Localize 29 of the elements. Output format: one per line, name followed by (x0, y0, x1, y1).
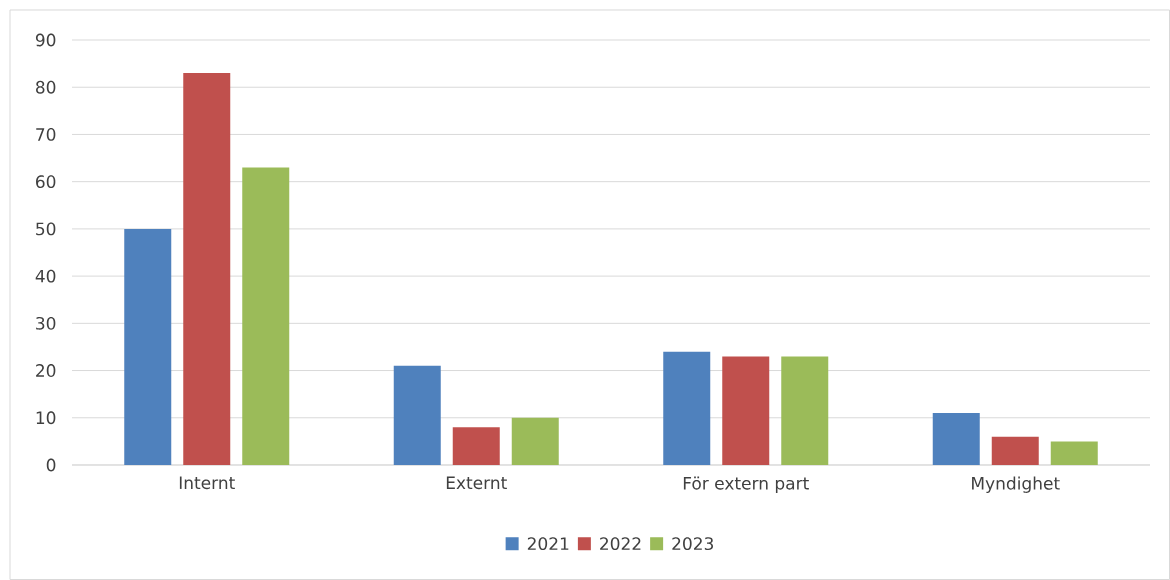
y-tick-label: 30 (36, 316, 56, 330)
legend-label: 2021 (527, 537, 569, 551)
legend-label: 2022 (600, 537, 641, 551)
y-tick-label: 10 (36, 411, 56, 425)
x-tick-label: Myndighet (972, 476, 1060, 493)
bar (722, 356, 770, 465)
bar (124, 228, 172, 465)
x-tick-label: För extern part (683, 476, 809, 493)
y-tick-label: 80 (36, 80, 56, 94)
bar (991, 436, 1039, 465)
bar (1050, 441, 1098, 465)
legend-label: 2023 (672, 537, 714, 551)
bar (393, 365, 441, 465)
bar (781, 356, 829, 465)
bar (242, 167, 290, 465)
y-tick-label: 60 (36, 175, 56, 189)
x-tick-label: Internt (179, 476, 235, 490)
y-tick-label: 70 (36, 128, 56, 141)
y-tick-label: 0 (46, 458, 56, 472)
y-tick-label: 50 (36, 222, 56, 236)
bar (511, 417, 559, 465)
bar (452, 427, 500, 465)
bar (663, 351, 711, 465)
y-tick-label: 40 (35, 269, 56, 283)
bar (932, 413, 980, 465)
y-tick-label: 90 (35, 33, 56, 47)
bar (183, 73, 231, 465)
y-tick-label: 20 (36, 364, 56, 377)
x-tick-label: Externt (446, 476, 507, 490)
